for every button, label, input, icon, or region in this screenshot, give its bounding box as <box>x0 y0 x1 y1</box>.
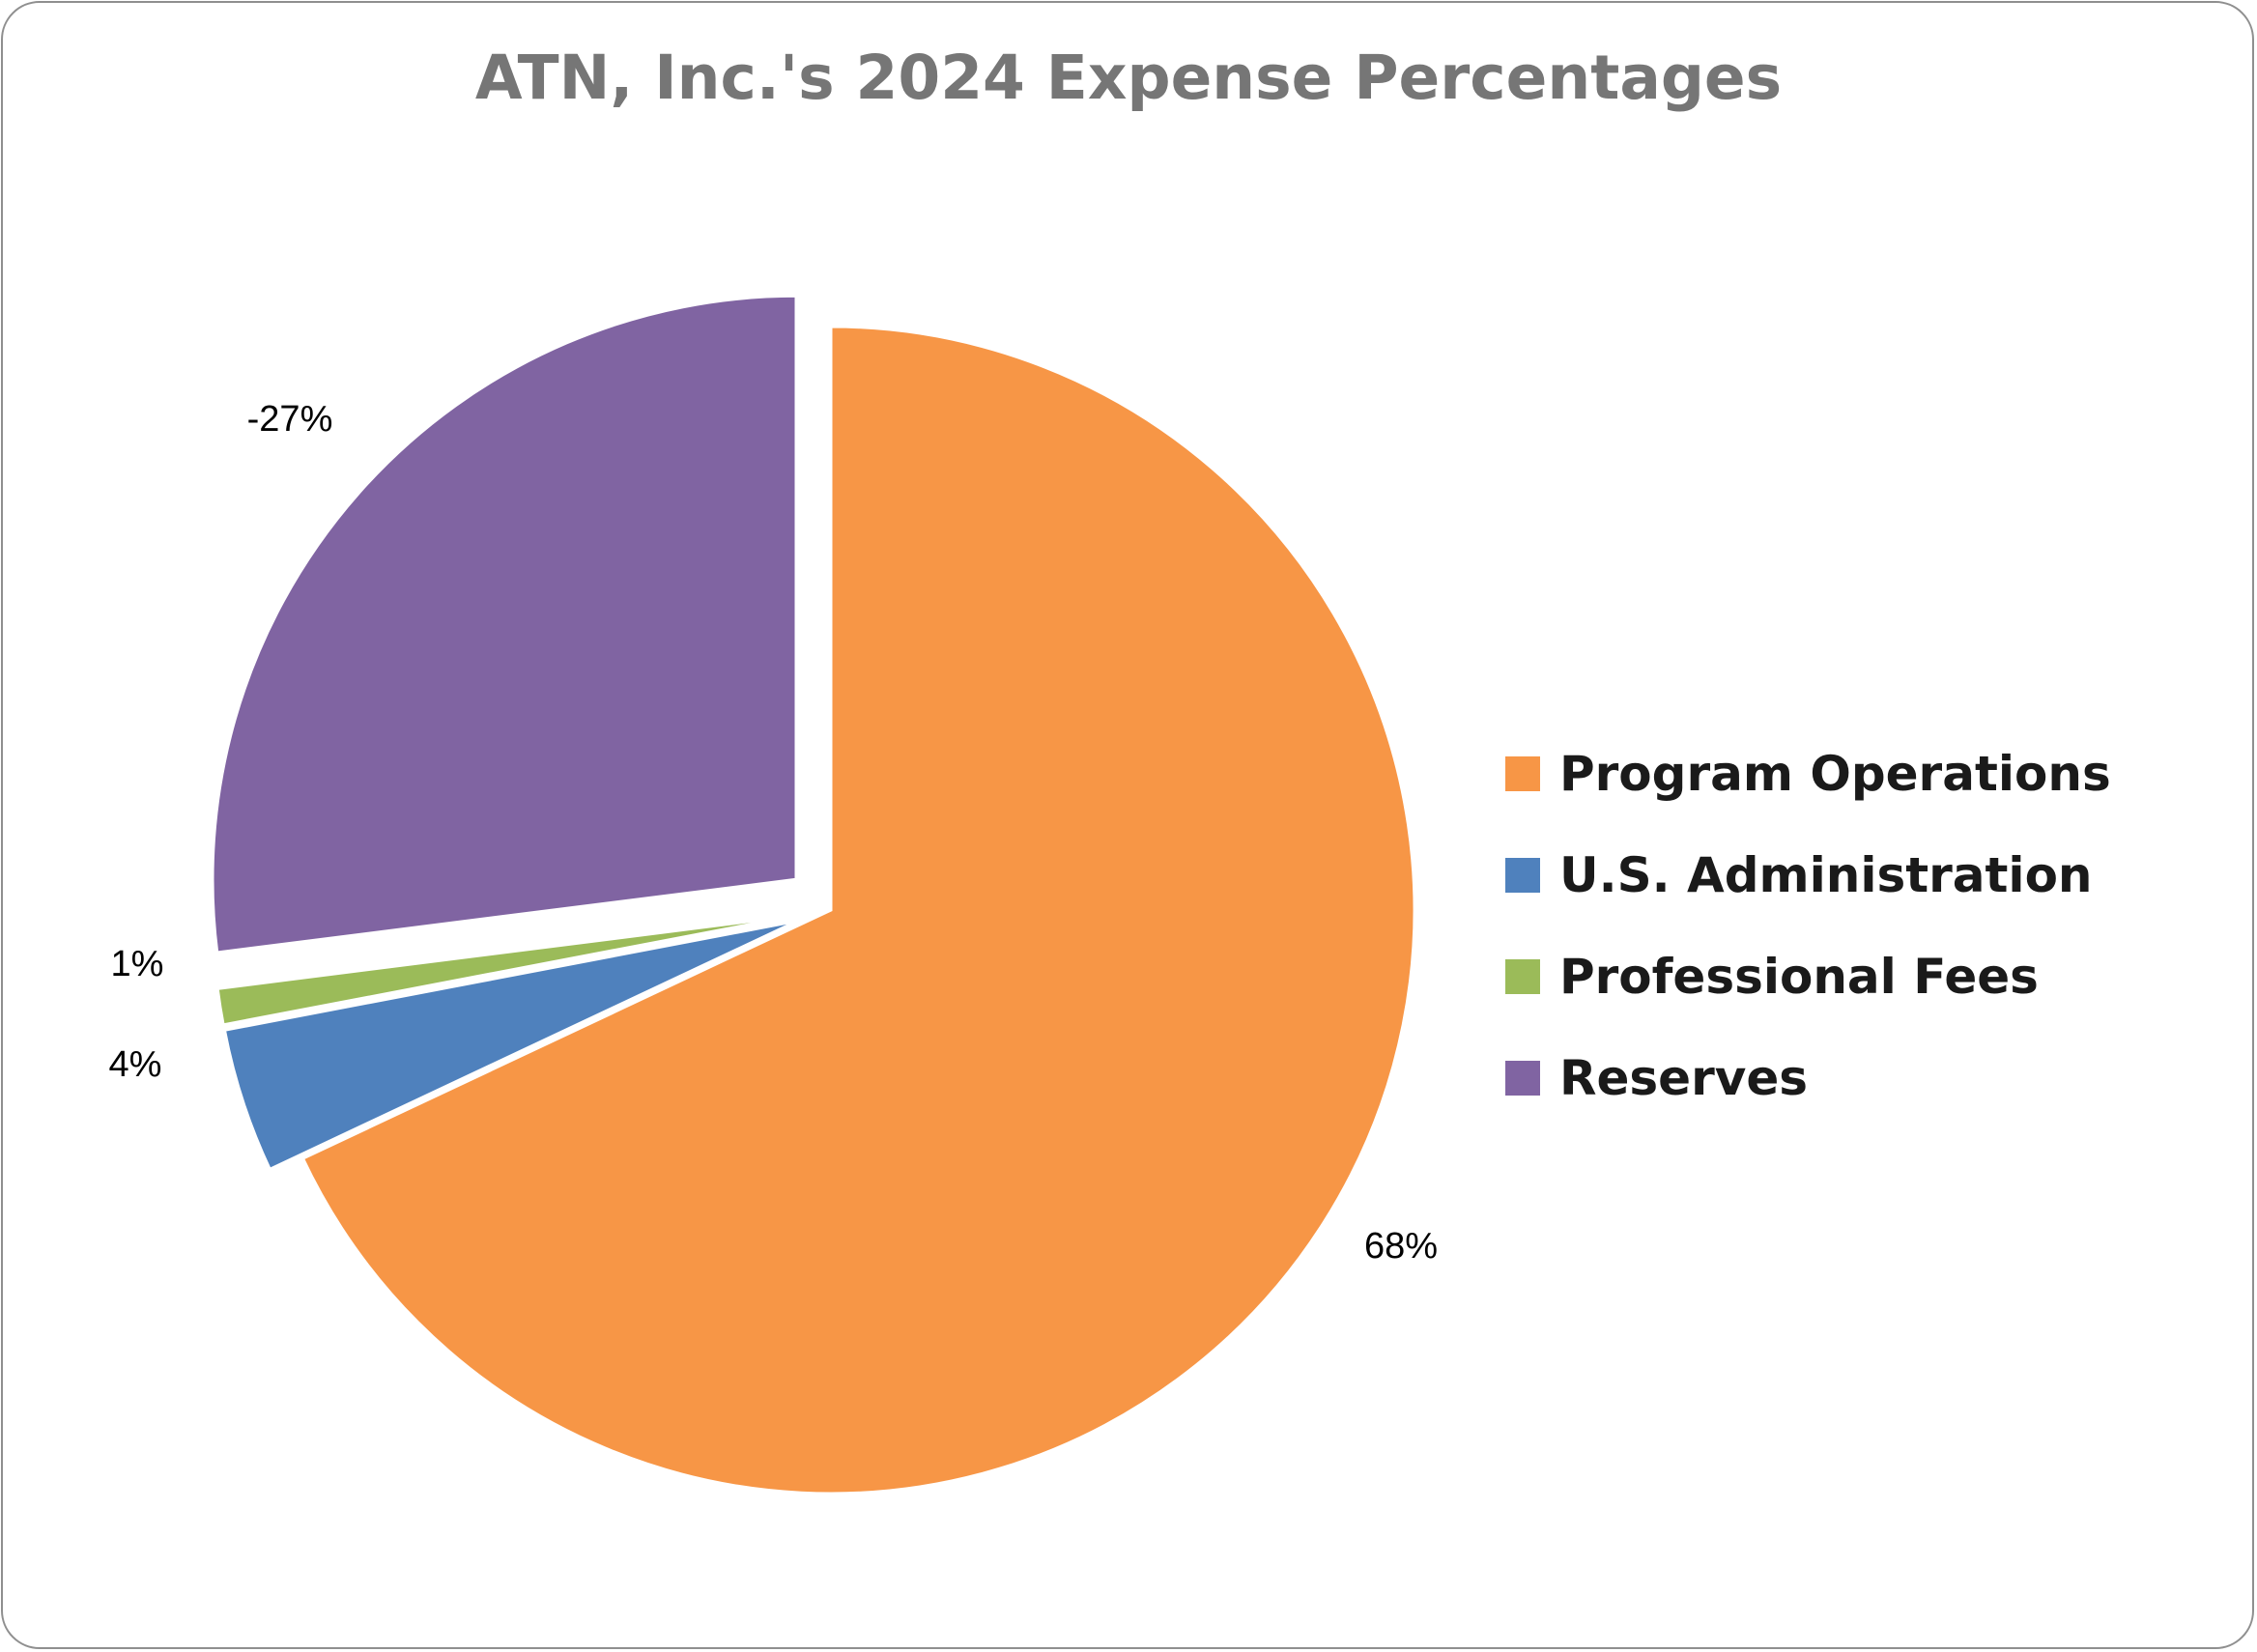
legend-item-program-operations: Program Operations <box>1505 723 2111 824</box>
legend-item-professional-fees: Professional Fees <box>1505 926 2111 1027</box>
chart-title: ATN, Inc.'s 2024 Expense Percentages <box>474 43 1783 113</box>
legend-swatch <box>1505 958 1540 994</box>
legend-swatch <box>1505 1060 1540 1096</box>
data-label: -27% <box>247 399 333 440</box>
legend-swatch <box>1505 857 1540 893</box>
legend-label: Program Operations <box>1559 745 2111 802</box>
data-label: 4% <box>109 1044 162 1085</box>
legend-label: Reserves <box>1559 1049 1809 1106</box>
data-label: 1% <box>111 944 164 984</box>
slice-program-operations <box>300 325 1416 1495</box>
legend-item-us-administration: U.S. Administration <box>1505 824 2111 926</box>
slice-professional-fees <box>215 914 797 1027</box>
legend-label: U.S. Administration <box>1559 846 2093 903</box>
legend-swatch <box>1505 755 1540 791</box>
slice-reserves <box>211 294 798 954</box>
legend-label: Professional Fees <box>1559 948 2039 1005</box>
slice-us-administration <box>222 919 799 1172</box>
data-label: 68% <box>1364 1226 1438 1267</box>
legend-item-reserves: Reserves <box>1505 1027 2111 1128</box>
legend: Program Operations U.S. Administration P… <box>1505 723 2111 1128</box>
